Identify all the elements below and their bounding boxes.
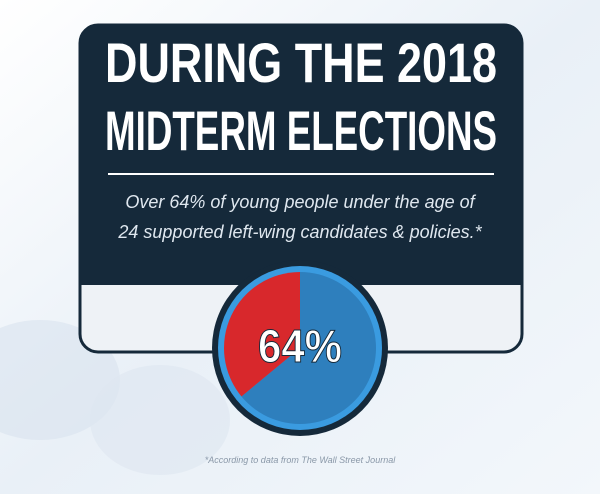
pie	[224, 272, 376, 424]
center-label: 64%	[258, 320, 342, 372]
title-line: MIDTERM ELECTIONS	[105, 99, 497, 162]
subtitle-line: 24 supported left-wing candidates & poli…	[117, 222, 482, 242]
pie-slice	[241, 272, 376, 424]
pie-slice	[224, 272, 300, 397]
subtitle-line: Over 64% of young people under the age o…	[125, 192, 476, 212]
background-decoration	[90, 365, 230, 475]
panel-header	[80, 25, 522, 285]
footnote: *According to data from The Wall Street …	[205, 455, 396, 465]
title-line: DURING THE 2018	[105, 31, 497, 94]
